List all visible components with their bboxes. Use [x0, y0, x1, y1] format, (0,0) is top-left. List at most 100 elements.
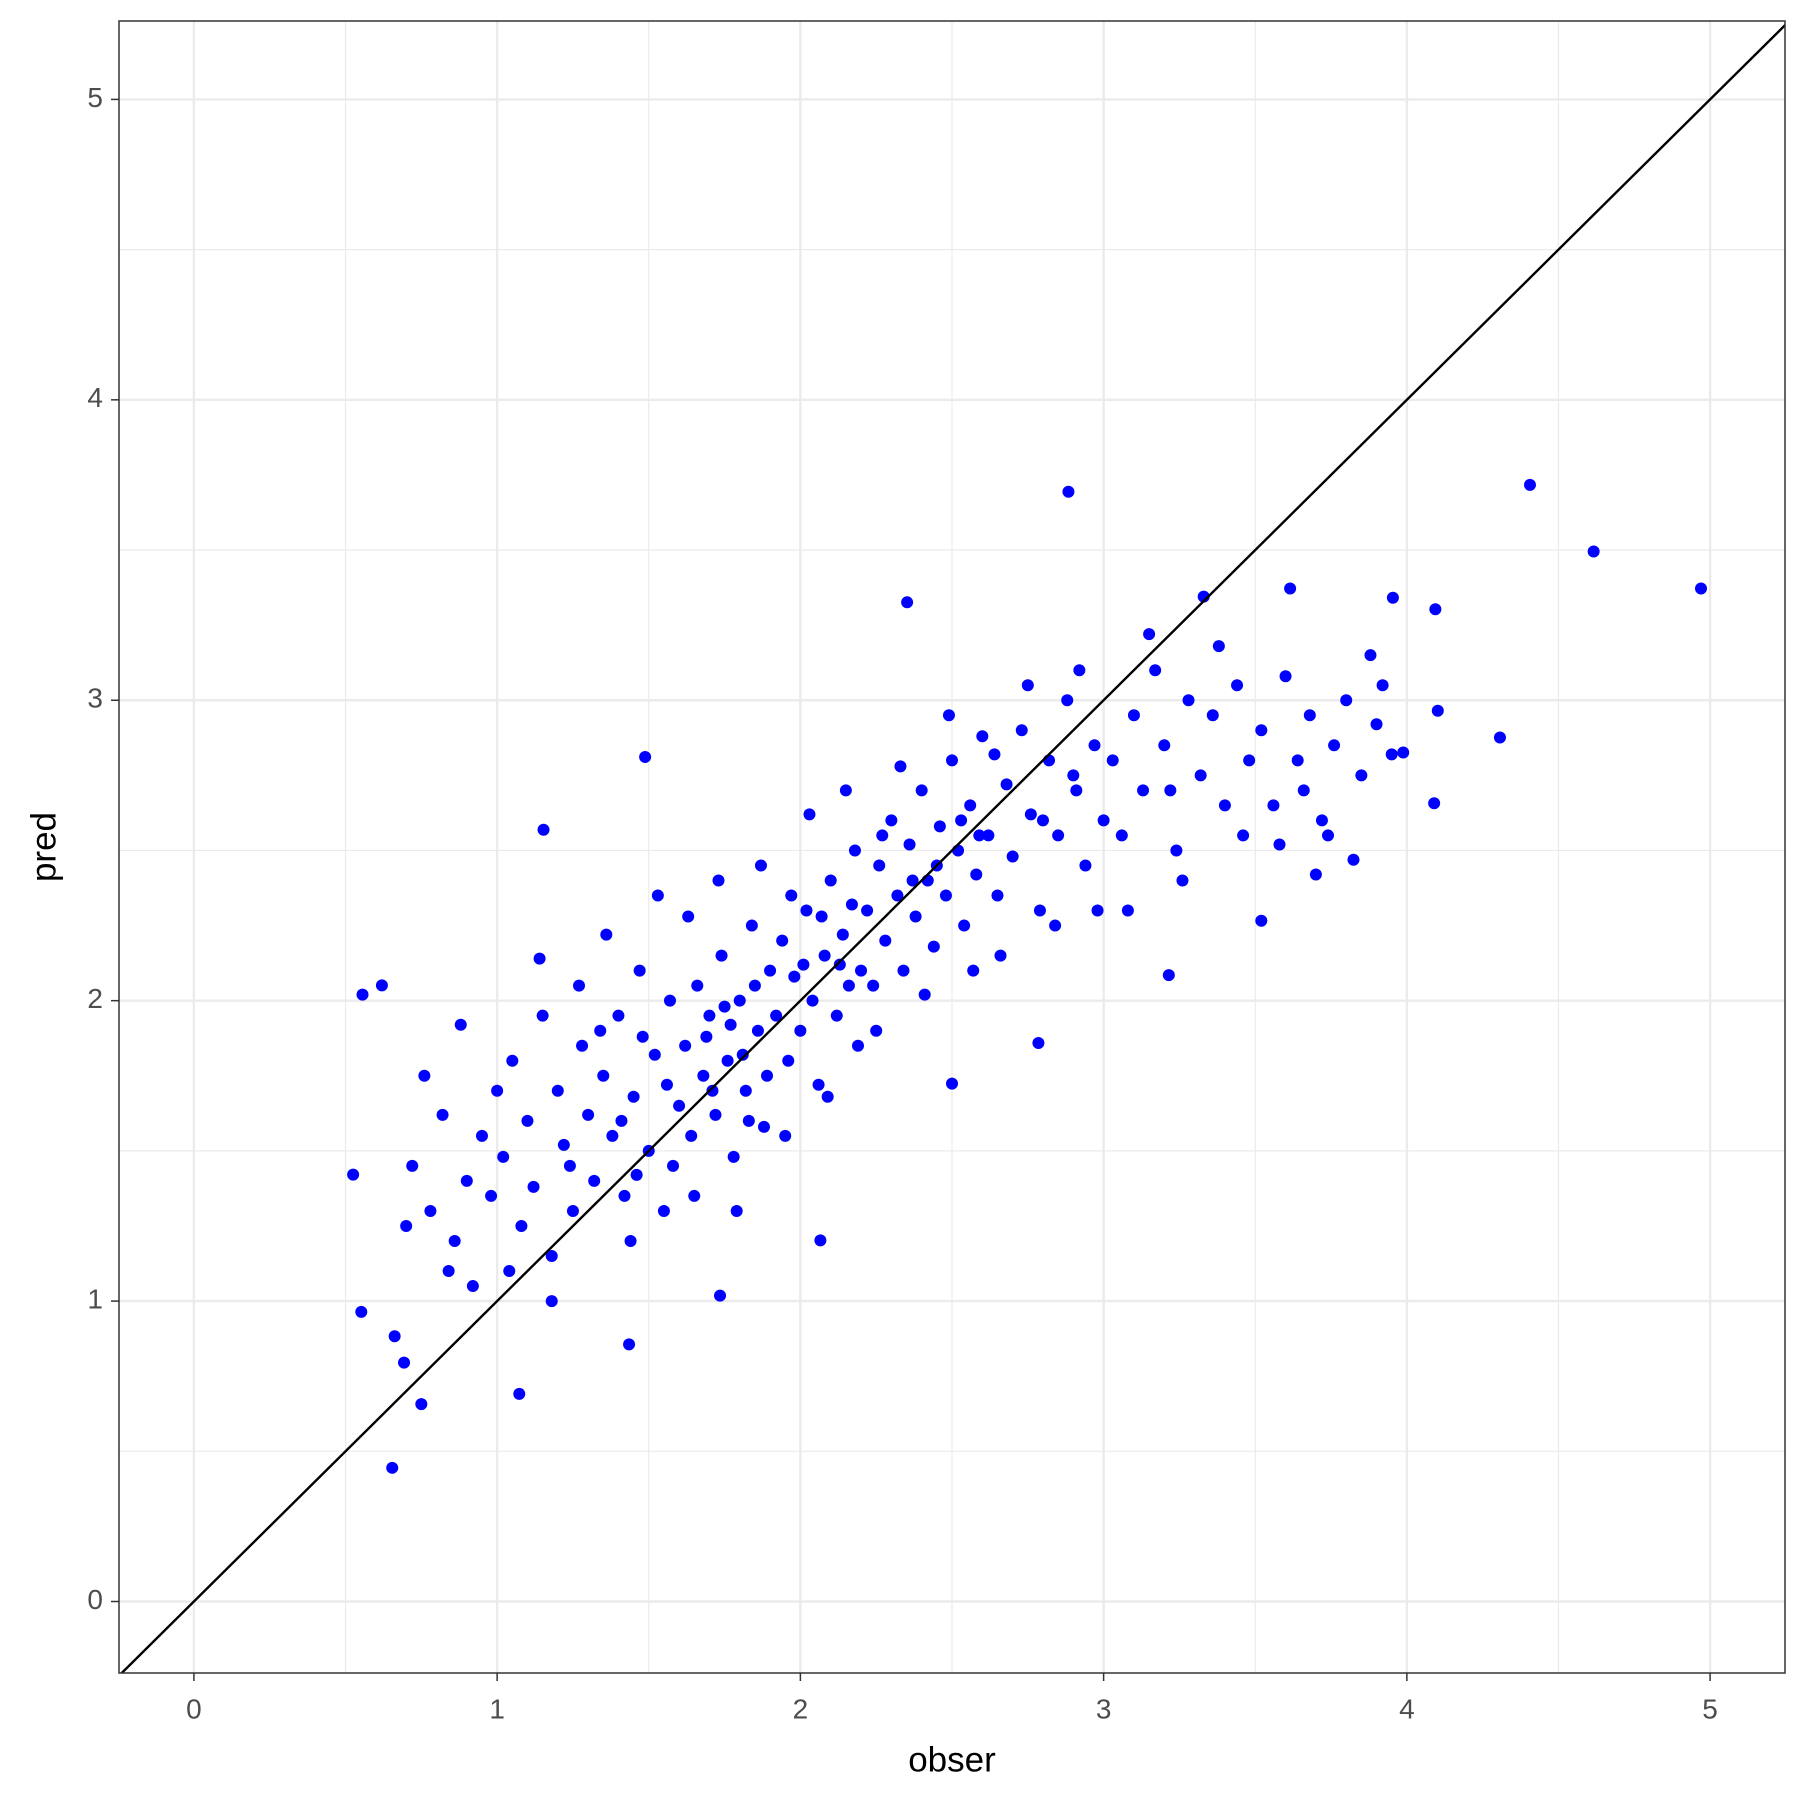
point — [952, 844, 965, 857]
point — [515, 1219, 528, 1232]
panel-border — [118, 20, 1786, 1674]
point — [1431, 704, 1444, 717]
point — [894, 760, 907, 773]
y-tick-label: 3 — [87, 683, 103, 714]
point — [779, 1129, 792, 1142]
point — [513, 1387, 526, 1400]
point — [736, 1048, 749, 1061]
point — [712, 874, 725, 887]
x-tick-label: 3 — [1096, 1693, 1112, 1724]
point — [1036, 814, 1049, 827]
point — [1255, 914, 1268, 927]
point — [1315, 814, 1328, 827]
point — [715, 949, 728, 962]
point — [600, 928, 613, 941]
point — [606, 1129, 619, 1142]
point — [967, 964, 980, 977]
point — [994, 949, 1007, 962]
point — [406, 1159, 419, 1172]
point — [821, 1090, 834, 1103]
point — [1194, 769, 1207, 782]
point — [879, 934, 892, 947]
point — [1067, 769, 1080, 782]
plot-area — [120, 23, 1785, 1673]
point — [1493, 731, 1506, 744]
point — [848, 844, 861, 857]
point — [946, 1077, 958, 1090]
point — [624, 1234, 637, 1247]
point — [776, 934, 789, 947]
point — [1070, 784, 1083, 797]
point — [803, 808, 816, 821]
point — [436, 1108, 449, 1121]
point — [1021, 679, 1034, 692]
point — [1429, 603, 1442, 616]
point — [533, 952, 546, 965]
point — [1049, 919, 1062, 932]
point — [1073, 664, 1086, 677]
point — [639, 751, 652, 764]
point — [788, 970, 801, 983]
point — [497, 1150, 510, 1163]
point — [1127, 709, 1140, 722]
point — [939, 889, 952, 902]
point — [991, 889, 1004, 902]
point — [1062, 485, 1075, 498]
point — [618, 1189, 631, 1202]
point — [1176, 874, 1189, 887]
point — [1273, 838, 1286, 851]
point — [794, 1024, 807, 1037]
point — [897, 964, 910, 977]
point — [700, 1030, 713, 1043]
point — [1121, 904, 1134, 917]
point — [1015, 724, 1028, 737]
point — [830, 1009, 843, 1022]
point — [466, 1280, 479, 1293]
point — [1322, 829, 1335, 842]
point — [770, 1009, 783, 1022]
point — [815, 910, 828, 923]
point — [1255, 724, 1268, 737]
point — [982, 829, 995, 842]
point — [660, 1078, 673, 1091]
point — [566, 1204, 579, 1217]
point — [563, 1159, 576, 1172]
point — [682, 910, 695, 923]
point — [697, 1069, 710, 1082]
point — [388, 1330, 401, 1343]
point — [1024, 808, 1037, 821]
point — [1079, 859, 1092, 872]
point — [1297, 784, 1310, 797]
point — [915, 784, 928, 797]
point — [418, 1069, 431, 1082]
point — [988, 748, 1001, 761]
point — [870, 1024, 883, 1037]
point — [973, 829, 986, 842]
point — [1347, 853, 1360, 866]
point — [706, 1084, 719, 1097]
point — [415, 1398, 428, 1411]
axes: 0 1 2 3 4 5 0 1 2 3 4 5 — [87, 82, 1717, 1725]
point — [942, 709, 955, 722]
point — [833, 958, 846, 971]
point — [663, 994, 676, 1007]
point — [1237, 829, 1250, 842]
point — [861, 904, 874, 917]
point — [386, 1461, 399, 1474]
point — [806, 994, 819, 1007]
point — [876, 829, 889, 842]
point — [1158, 739, 1171, 752]
point — [836, 928, 849, 941]
point — [1218, 799, 1231, 812]
point — [1291, 754, 1304, 767]
point — [1370, 718, 1383, 731]
point — [623, 1338, 636, 1351]
point — [909, 910, 922, 923]
point — [842, 979, 855, 992]
point — [818, 949, 831, 962]
y-tick-label: 5 — [87, 82, 103, 113]
x-tick-label: 0 — [186, 1693, 202, 1724]
point — [576, 1039, 589, 1052]
point — [1303, 709, 1316, 722]
point — [527, 1180, 540, 1193]
